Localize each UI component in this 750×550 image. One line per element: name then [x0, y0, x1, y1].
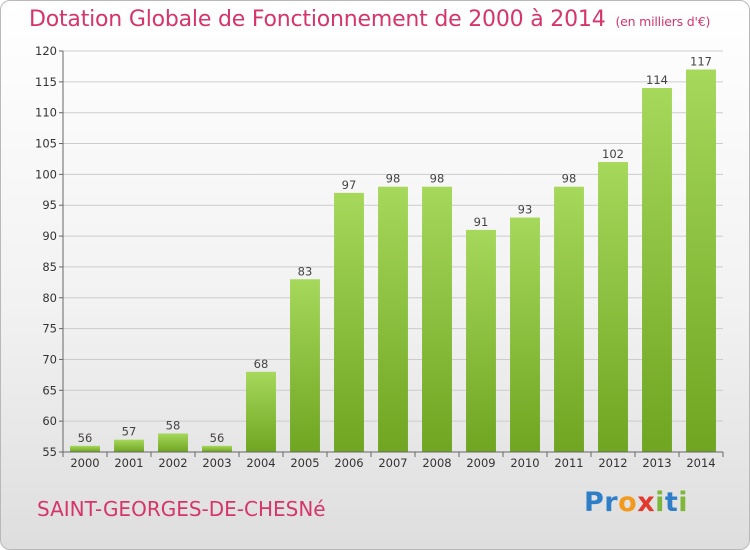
y-tick-label: 110 — [35, 106, 57, 120]
bar-2010 — [510, 217, 540, 452]
logo-letter: x — [637, 487, 656, 518]
bar-2008 — [422, 186, 452, 452]
x-tick-label: 2014 — [686, 456, 715, 470]
chart-subtitle: (en milliers d'€) — [615, 14, 711, 29]
bar-2000 — [70, 445, 100, 452]
x-tick-label: 2002 — [158, 456, 187, 470]
x-tick-label: 2011 — [554, 456, 583, 470]
bar-2009 — [466, 229, 496, 452]
y-tick-label: 70 — [42, 352, 57, 366]
x-tick-label: 2005 — [290, 456, 319, 470]
x-tick-label: 2003 — [202, 456, 231, 470]
bar-value-label: 98 — [562, 172, 577, 186]
commune-name: SAINT-GEORGES-DE-CHESNé — [37, 497, 326, 521]
y-tick-label: 60 — [42, 414, 57, 428]
bar-value-label: 98 — [386, 172, 401, 186]
y-tick-label: 65 — [42, 383, 57, 397]
logo-letter: t — [664, 487, 679, 518]
bar-value-label: 114 — [646, 73, 668, 87]
chart-title: Dotation Globale de Fonctionnement de 20… — [29, 7, 710, 32]
y-tick-label: 100 — [35, 167, 57, 181]
bar-value-label: 93 — [518, 203, 533, 217]
y-tick-label: 115 — [35, 75, 57, 89]
bar-2013 — [642, 88, 672, 452]
logo-letter: i — [678, 487, 689, 518]
bar-2001 — [114, 439, 144, 452]
x-tick-label: 2013 — [642, 456, 671, 470]
y-tick-label: 75 — [42, 322, 57, 336]
x-tick-label: 2006 — [334, 456, 363, 470]
bar-2006 — [334, 192, 364, 452]
bar-value-label: 97 — [342, 178, 357, 192]
x-tick-label: 2001 — [114, 456, 143, 470]
y-tick-label: 80 — [42, 291, 57, 305]
bar-2003 — [202, 445, 232, 452]
bar-value-label: 57 — [122, 425, 137, 439]
y-tick-label: 90 — [42, 229, 57, 243]
bar-value-label: 102 — [602, 147, 624, 161]
logo-letter: r — [604, 487, 619, 518]
x-tick-label: 2000 — [70, 456, 99, 470]
x-tick-label: 2009 — [466, 456, 495, 470]
logo-letter: P — [584, 487, 605, 518]
bar-value-label: 56 — [210, 431, 225, 445]
bar-2002 — [158, 433, 188, 452]
bar-value-label: 58 — [166, 418, 181, 432]
logo-letter: i — [655, 487, 665, 518]
chart-title-text: Dotation Globale de Fonctionnement de 20… — [29, 7, 606, 32]
bar-2005 — [290, 279, 320, 452]
logo-letter: o — [618, 487, 638, 518]
bar-2004 — [246, 371, 276, 452]
bar-value-label: 68 — [254, 357, 269, 371]
bar-2012 — [598, 162, 628, 453]
x-tick-label: 2012 — [598, 456, 627, 470]
x-tick-label: 2007 — [378, 456, 407, 470]
bar-2011 — [554, 186, 584, 452]
bar-value-label: 56 — [78, 431, 93, 445]
y-tick-label: 85 — [42, 260, 57, 274]
x-tick-label: 2008 — [422, 456, 451, 470]
bar-value-label: 91 — [474, 215, 489, 229]
bar-2007 — [378, 186, 408, 452]
y-tick-label: 95 — [42, 198, 57, 212]
proxiti-logo: Proxiti — [584, 487, 688, 518]
bar-value-label: 117 — [690, 55, 712, 69]
y-tick-label: 105 — [35, 137, 57, 151]
x-tick-label: 2004 — [246, 456, 275, 470]
bar-2014 — [686, 69, 716, 452]
y-tick-label: 55 — [42, 445, 57, 459]
x-tick-label: 2010 — [510, 456, 539, 470]
bar-value-label: 98 — [430, 172, 445, 186]
bar-value-label: 83 — [298, 264, 313, 278]
y-tick-label: 120 — [35, 44, 57, 58]
